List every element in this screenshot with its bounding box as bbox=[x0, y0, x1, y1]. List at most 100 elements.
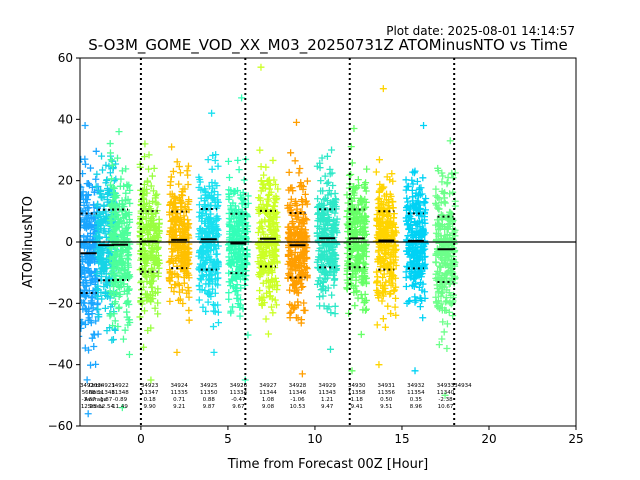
data-point bbox=[166, 201, 174, 209]
data-point bbox=[272, 252, 280, 260]
data-point bbox=[210, 225, 218, 233]
data-point bbox=[260, 254, 268, 262]
data-point bbox=[286, 314, 294, 322]
data-point bbox=[96, 234, 104, 242]
data-point bbox=[265, 191, 273, 199]
stats-label: 11348 bbox=[111, 390, 129, 396]
data-point bbox=[146, 227, 154, 235]
data-point bbox=[116, 290, 124, 298]
y-tick-label: 60 bbox=[58, 51, 73, 65]
data-point bbox=[326, 345, 334, 353]
data-point bbox=[153, 229, 161, 237]
data-point bbox=[419, 314, 427, 322]
data-point bbox=[172, 281, 180, 289]
data-point bbox=[176, 169, 184, 177]
data-point bbox=[95, 247, 103, 255]
data-point bbox=[211, 157, 219, 164]
data-point bbox=[84, 316, 92, 324]
data-point bbox=[125, 351, 133, 359]
data-point bbox=[111, 326, 119, 334]
data-point bbox=[81, 320, 89, 328]
stats-label: -0.89 bbox=[113, 397, 128, 403]
data-point bbox=[166, 277, 174, 285]
data-points bbox=[80, 63, 459, 418]
data-point bbox=[185, 306, 193, 314]
data-point bbox=[169, 167, 177, 175]
data-point bbox=[185, 198, 193, 206]
data-point bbox=[176, 295, 184, 303]
stats-label: 11347 bbox=[141, 390, 159, 396]
stats-label: -0.47 bbox=[231, 397, 246, 403]
data-point bbox=[151, 256, 159, 264]
stats-label: 1.18 bbox=[351, 397, 364, 403]
series-34922 bbox=[106, 128, 134, 412]
stats-label: 12.95 bbox=[81, 404, 97, 410]
data-point bbox=[238, 227, 246, 235]
data-point bbox=[434, 193, 442, 201]
stats-label: 34923 bbox=[141, 383, 159, 389]
data-point bbox=[80, 305, 87, 313]
data-point bbox=[214, 242, 222, 250]
data-point bbox=[80, 267, 88, 275]
stats-label: 34933 bbox=[437, 383, 455, 389]
data-point bbox=[100, 202, 108, 210]
data-point bbox=[84, 410, 92, 418]
data-point bbox=[292, 118, 300, 126]
data-point bbox=[112, 230, 120, 238]
data-point bbox=[154, 285, 162, 293]
data-point bbox=[93, 170, 101, 178]
data-point bbox=[345, 309, 353, 317]
data-point bbox=[140, 343, 148, 351]
data-point bbox=[206, 272, 214, 280]
data-point bbox=[272, 192, 280, 200]
data-point bbox=[403, 194, 411, 202]
data-point bbox=[117, 175, 125, 183]
data-point bbox=[84, 265, 92, 273]
data-point bbox=[402, 282, 410, 290]
data-point bbox=[214, 191, 222, 199]
data-point bbox=[167, 217, 175, 225]
data-point bbox=[259, 205, 267, 213]
data-point bbox=[225, 289, 233, 297]
series-34923 bbox=[136, 140, 163, 384]
stats-label: 9.67 bbox=[232, 404, 245, 410]
series-34929 bbox=[313, 146, 341, 353]
data-point bbox=[150, 219, 158, 227]
data-point bbox=[106, 254, 114, 262]
series-34931 bbox=[372, 85, 400, 369]
data-point bbox=[209, 230, 217, 238]
data-point bbox=[227, 206, 235, 214]
data-point bbox=[144, 326, 152, 334]
data-point bbox=[324, 178, 332, 186]
data-point bbox=[119, 214, 127, 222]
data-point bbox=[225, 193, 233, 201]
data-point bbox=[270, 215, 278, 223]
data-point bbox=[384, 302, 392, 310]
data-point bbox=[87, 213, 95, 221]
data-point bbox=[165, 258, 173, 266]
data-point bbox=[363, 165, 371, 173]
data-point bbox=[204, 298, 212, 306]
y-tick-label: −60 bbox=[48, 419, 73, 433]
data-point bbox=[178, 252, 186, 260]
data-point bbox=[244, 192, 252, 200]
data-point bbox=[287, 149, 295, 157]
data-point bbox=[257, 270, 265, 278]
data-point bbox=[391, 303, 399, 311]
data-point bbox=[81, 160, 89, 168]
data-point bbox=[152, 209, 160, 217]
data-point bbox=[123, 218, 131, 226]
data-point bbox=[80, 281, 88, 289]
data-point bbox=[196, 260, 204, 268]
data-point bbox=[236, 303, 244, 311]
y-tick-label: 0 bbox=[65, 235, 73, 249]
data-point bbox=[225, 278, 233, 286]
data-point bbox=[181, 204, 189, 212]
data-point bbox=[214, 263, 222, 271]
data-point bbox=[84, 222, 92, 230]
data-point bbox=[408, 176, 416, 184]
data-point bbox=[111, 192, 119, 200]
data-point bbox=[92, 175, 100, 183]
data-point bbox=[154, 200, 162, 208]
data-point bbox=[103, 327, 111, 335]
